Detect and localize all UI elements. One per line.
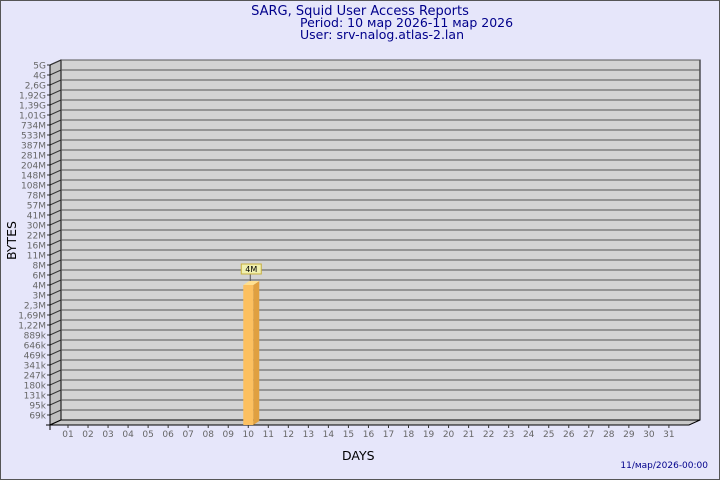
- y-tick-label: 469k: [24, 352, 47, 362]
- y-tick-label: 4G: [33, 72, 46, 82]
- x-tick-label: 22: [483, 430, 494, 440]
- x-tick-label: 24: [523, 430, 535, 440]
- x-tick-label: 21: [463, 430, 474, 440]
- y-tick-label: 148M: [21, 172, 46, 182]
- y-tick-label: 1,92G: [19, 92, 46, 102]
- floor: [49, 419, 701, 426]
- y-tick-label: 734M: [21, 122, 46, 132]
- x-tick-label: 05: [142, 430, 153, 440]
- x-tick-label: 09: [223, 430, 235, 440]
- y-tick-label: 1,22M: [18, 322, 46, 332]
- x-tick-label: 11: [263, 430, 274, 440]
- y-tick-label: 180k: [24, 382, 47, 392]
- y-tick-label: 131k: [24, 392, 47, 402]
- x-tick-label: 20: [443, 430, 455, 440]
- x-tick-label: 02: [82, 430, 93, 440]
- x-tick-label: 03: [102, 430, 113, 440]
- footer-timestamp: 11/мар/2026-00:00: [620, 461, 708, 471]
- y-tick-label: 6M: [33, 272, 47, 282]
- bar-front: [243, 285, 254, 425]
- y-tick-label: 1,01G: [19, 112, 46, 122]
- y-tick-label: 69k: [29, 412, 46, 422]
- y-tick-label: 204M: [21, 162, 46, 172]
- x-tick-label: 12: [283, 430, 294, 440]
- data-label: 4M: [245, 265, 257, 274]
- y-tick-label: 387M: [21, 142, 46, 152]
- y-tick-label: 2,6G: [25, 82, 46, 92]
- x-tick-label: 25: [543, 430, 554, 440]
- x-tick-label: 14: [323, 430, 335, 440]
- chart-title: SARG, Squid User Access Reports: [251, 4, 469, 19]
- x-tick-label: 23: [503, 430, 514, 440]
- y-tick-label: 41M: [27, 212, 46, 222]
- x-tick-label: 26: [563, 430, 575, 440]
- x-tick-label: 28: [603, 430, 615, 440]
- x-tick-label: 19: [423, 430, 435, 440]
- y-tick-label: 8M: [33, 262, 47, 272]
- x-tick-label: 31: [663, 430, 674, 440]
- y-tick-label: 889k: [24, 332, 47, 342]
- chart-period: Period: 10 мар 2026-11 мар 2026: [300, 15, 514, 30]
- y-tick-label: 1,69M: [18, 312, 46, 322]
- x-tick-label: 15: [343, 430, 354, 440]
- y-tick-label: 5G: [33, 62, 46, 72]
- y-tick-label: 30M: [27, 222, 46, 232]
- bar-top: [243, 281, 260, 285]
- y-tick-label: 57M: [27, 202, 46, 212]
- y-tick-label: 78M: [27, 192, 46, 202]
- x-tick-label: 07: [182, 430, 193, 440]
- y-tick-label: 95k: [29, 402, 46, 412]
- y-tick-label: 16M: [27, 242, 46, 252]
- x-tick-label: 10: [243, 430, 255, 440]
- x-tick-label: 13: [303, 430, 314, 440]
- x-tick-label: 16: [363, 430, 375, 440]
- x-tick-label: 30: [643, 430, 655, 440]
- y-tick-label: 646k: [24, 342, 47, 352]
- y-tick-label: 11M: [27, 252, 46, 262]
- y-tick-label: 22M: [27, 232, 46, 242]
- x-tick-label: 06: [162, 430, 174, 440]
- x-tick-label: 04: [122, 430, 134, 440]
- data-label-box: [240, 263, 262, 275]
- x-tick-label: 18: [403, 430, 415, 440]
- x-tick-label: 27: [583, 430, 594, 440]
- x-axis-label: DAYS: [342, 448, 375, 463]
- y-tick-label: 2,3M: [24, 302, 46, 312]
- y-tick-label: 108M: [21, 182, 46, 192]
- y-tick-label: 281M: [21, 152, 46, 162]
- y-tick-label: 3M: [33, 292, 47, 302]
- x-tick-label: 08: [202, 430, 214, 440]
- bar-side: [253, 281, 260, 425]
- y-tick-label: 341k: [24, 362, 47, 372]
- y-tick-label: 4M: [33, 282, 47, 292]
- y-tick-label: 1,39G: [19, 102, 46, 112]
- x-tick-label: 17: [383, 430, 394, 440]
- x-tick-label: 29: [623, 430, 635, 440]
- chart-user: User: srv-nalog.atlas-2.lan: [300, 27, 464, 42]
- x-tick-label: 01: [62, 430, 73, 440]
- y-tick-label: 533M: [21, 132, 46, 142]
- y-tick-label: 247k: [24, 372, 47, 382]
